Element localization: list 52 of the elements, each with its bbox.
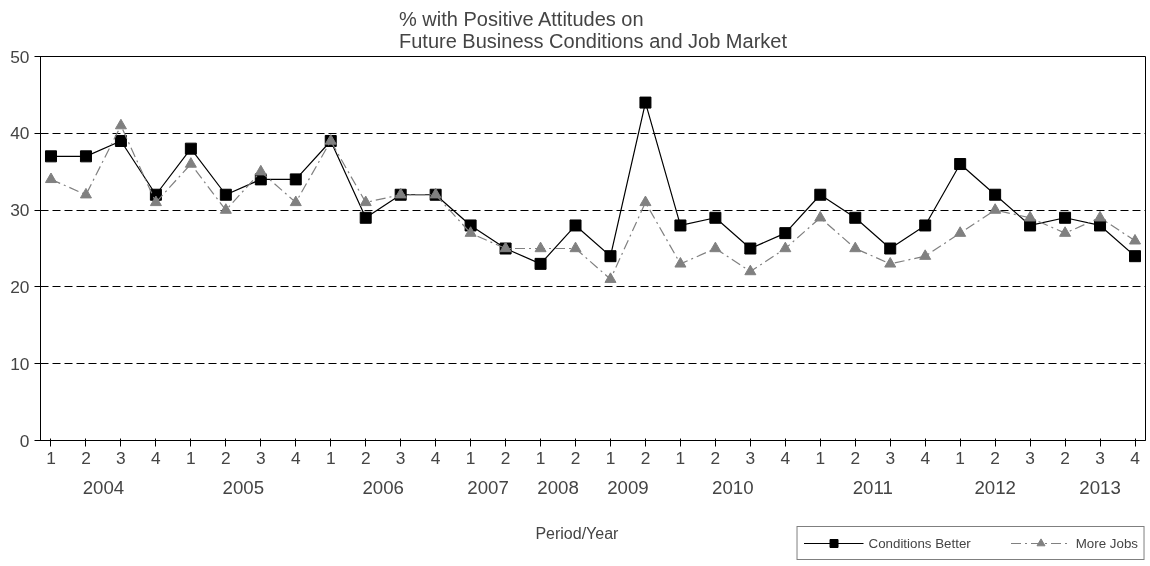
x-tick-label: 2 xyxy=(500,447,511,468)
text: 2004 xyxy=(82,477,125,499)
x-tick-label: 1 xyxy=(675,447,686,468)
y-tick-label: 20 xyxy=(10,276,30,297)
text: 2013 xyxy=(1079,477,1121,499)
x-tick-label: 1 xyxy=(325,447,336,468)
x-tick-label: 4 xyxy=(1130,447,1141,468)
x-tick-label: 2 xyxy=(570,447,581,468)
x-tick-label: 3 xyxy=(745,447,756,468)
x-tick-label: 3 xyxy=(1095,447,1105,468)
legend-label: Conditions Better xyxy=(868,535,971,551)
x-tick-label: 2 xyxy=(1060,447,1070,468)
x-tick-label: 1 xyxy=(465,447,476,468)
text: 2005 xyxy=(222,477,265,499)
x-tick-label: 2 xyxy=(710,447,721,468)
x-axis-title: Period/Year xyxy=(535,525,620,542)
x-tick-label: 1 xyxy=(535,447,546,468)
x-tick-label: 4 xyxy=(780,447,791,468)
x-tick-label: 2 xyxy=(990,447,1000,468)
x-tick-label: 2 xyxy=(81,447,91,468)
x-tick-label: 3 xyxy=(395,447,406,468)
y-tick-label: 40 xyxy=(10,123,30,144)
x-tick-label: 4 xyxy=(290,447,301,468)
y-tick-label: 0 xyxy=(19,430,30,451)
text: 2008 xyxy=(537,477,579,499)
x-tick-label: 2 xyxy=(221,447,231,468)
x-tick-label: 1 xyxy=(605,447,616,468)
x-tick-label: 3 xyxy=(885,447,896,468)
x-tick-label: 4 xyxy=(920,447,931,468)
x-tick-label: 1 xyxy=(186,447,196,468)
x-tick-label: 3 xyxy=(116,447,126,468)
text: 2011 xyxy=(852,477,893,499)
x-tick-label: 1 xyxy=(955,447,965,468)
x-tick-label: 4 xyxy=(430,447,441,468)
x-tick-label: 2 xyxy=(850,447,861,468)
chart-title: % with Positive Attitudes on Future Business Conditions and Job Market xyxy=(399,7,788,52)
x-tick-label: 3 xyxy=(255,447,266,468)
legend-label: More Jobs xyxy=(1075,535,1138,551)
text: 2009 xyxy=(607,477,649,499)
x-tick-label: 3 xyxy=(1025,447,1035,468)
x-tick-label: 2 xyxy=(640,447,651,468)
text: 2010 xyxy=(712,477,754,499)
x-tick-label: 2 xyxy=(360,447,371,468)
text: 2007 xyxy=(467,477,509,499)
x-tick-label: 1 xyxy=(815,447,826,468)
x-tick-label: 4 xyxy=(151,447,162,468)
y-tick-label: 10 xyxy=(10,353,30,374)
y-tick-label: 50 xyxy=(10,46,30,67)
x-tick-label: 1 xyxy=(46,447,56,468)
text: 2012 xyxy=(974,477,1016,499)
text: 2006 xyxy=(362,477,404,499)
y-tick-label: 30 xyxy=(10,200,30,221)
